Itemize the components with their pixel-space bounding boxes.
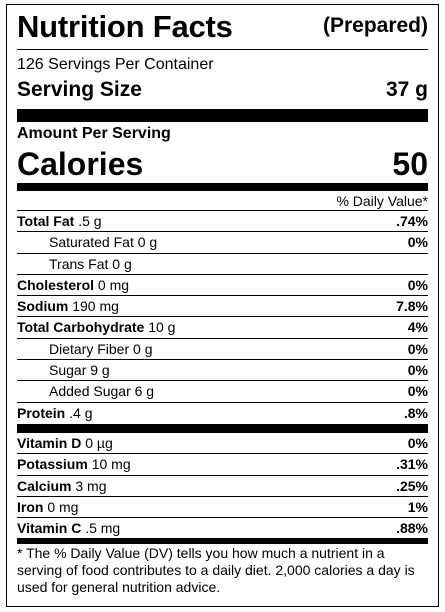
footnote: * The % Daily Value (DV) tells you how m…	[17, 545, 415, 596]
vitamin-row: Vitamin D 0 µg 0%	[17, 433, 428, 455]
nutrient-dv: .8%	[403, 404, 428, 421]
vitamin-amount: 0 mg	[47, 498, 79, 515]
nutrient-row: Cholesterol 0 mg 0%	[17, 275, 428, 297]
label-header: Nutrition Facts (Prepared)	[17, 5, 428, 49]
vitamin-dv: 0%	[407, 434, 428, 451]
nutrient-amount: .5 g	[78, 213, 102, 229]
vitamin-amount: .5 mg	[85, 520, 121, 537]
nutrient-amount: 0 g	[137, 234, 158, 251]
nutrient-name: Total Carbohydrate	[17, 319, 145, 336]
nutrient-row: Saturated Fat 0 g 0%	[17, 232, 428, 254]
serving-size-label: Serving Size	[17, 78, 142, 101]
vitamin-amount: 10 mg	[91, 456, 131, 473]
nutrient-row: Trans Fat 0 g	[17, 254, 428, 275]
nutrient-name: Dietary Fiber	[49, 340, 130, 357]
nutrient-amount: .4 g	[69, 404, 93, 421]
amount-per-serving: Amount Per Serving	[17, 125, 171, 142]
vitamin-name: Vitamin D	[17, 434, 82, 451]
calories-label: Calories	[17, 146, 144, 182]
nutrient-dv: 4%	[407, 319, 428, 336]
divider-block	[17, 423, 428, 433]
serving-size: Serving Size 37 g	[17, 77, 428, 103]
nutrient-row: Sugar 9 g 0%	[17, 360, 428, 382]
vitamin-dv: .88%	[396, 520, 428, 537]
vitamin-row: Calcium 3 mg .25%	[17, 476, 428, 497]
divider-footnote	[17, 539, 428, 545]
nutrient-row: Added Sugar 6 g 0%	[17, 381, 428, 403]
nutrient-row: Total Fat .5 g .74%	[17, 211, 428, 233]
nutrient-name: Sugar	[49, 362, 87, 379]
nutrient-dv: 0%	[407, 234, 428, 251]
nutrient-name: Total Fat	[17, 213, 75, 229]
vitamin-name: Iron	[17, 498, 44, 515]
nutrient-name: Saturated Fat	[49, 234, 134, 251]
nutrient-amount: 9 g	[90, 362, 110, 379]
vitamin-dv: .25%	[396, 477, 428, 494]
prepared-note: (Prepared)	[322, 14, 428, 37]
nutrient-dv: .74%	[396, 213, 428, 229]
vitamin-name: Vitamin C	[17, 520, 82, 537]
nutrient-amount: 0 g	[133, 340, 153, 357]
nutrient-row: Dietary Fiber 0 g 0%	[17, 339, 428, 361]
servings-per-container: 126 Servings Per Container	[17, 56, 214, 73]
nutrient-dv: 0%	[407, 383, 428, 400]
nutrient-name: Added Sugar	[49, 383, 131, 400]
nutrient-name: Protein	[17, 404, 66, 421]
nutrient-name: Cholesterol	[17, 276, 95, 293]
nutrition-label: Nutrition Facts (Prepared) 126 Servings …	[6, 4, 439, 607]
nutrient-dv: 0%	[407, 276, 428, 293]
nutrient-name: Sodium	[17, 298, 69, 315]
calories-row: Calories 50	[17, 146, 428, 182]
nutrient-dv: 7.8%	[396, 298, 428, 315]
divider-thin	[17, 49, 428, 50]
vitamin-name: Calcium	[17, 477, 72, 494]
nutrient-amount: 190 mg	[72, 298, 119, 315]
nutrient-dv: 0%	[407, 340, 428, 357]
nutrient-name: Trans Fat	[49, 255, 109, 272]
vitamin-dv: .31%	[396, 456, 428, 473]
nutrient-row: Total Carbohydrate 10 g 4%	[17, 317, 428, 339]
vitamin-dv: 1%	[407, 498, 428, 515]
vitamin-list: Vitamin D 0 µg 0% Potassium 10 mg .31% C…	[17, 433, 428, 540]
vitamin-amount: 3 mg	[75, 477, 107, 494]
vitamin-row: Potassium 10 mg .31%	[17, 454, 428, 476]
nutrient-amount: 6 g	[134, 383, 155, 400]
nutrient-row: Sodium 190 mg 7.8%	[17, 296, 428, 318]
nutrient-amount: 0 mg	[97, 276, 130, 293]
nutrient-row: Protein .4 g .8%	[17, 403, 428, 424]
nutrient-list: Total Fat .5 g .74% Saturated Fat 0 g 0%…	[17, 211, 428, 424]
vitamin-amount: 0 µg	[85, 434, 113, 451]
nutrient-amount: 0 g	[112, 255, 132, 272]
divider-thick	[17, 109, 428, 122]
calories-value: 50	[392, 146, 428, 182]
divider-medium	[17, 183, 428, 191]
serving-size-value: 37 g	[385, 78, 428, 101]
vitamin-name: Potassium	[17, 456, 88, 473]
vitamin-row: Iron 0 mg 1%	[17, 497, 428, 519]
label-title: Nutrition Facts	[17, 9, 233, 44]
nutrient-dv: 0%	[407, 362, 428, 379]
daily-value-header: % Daily Value*	[17, 191, 428, 211]
nutrient-amount: 10 g	[148, 319, 176, 336]
vitamin-row: Vitamin C .5 mg .88%	[17, 518, 428, 540]
